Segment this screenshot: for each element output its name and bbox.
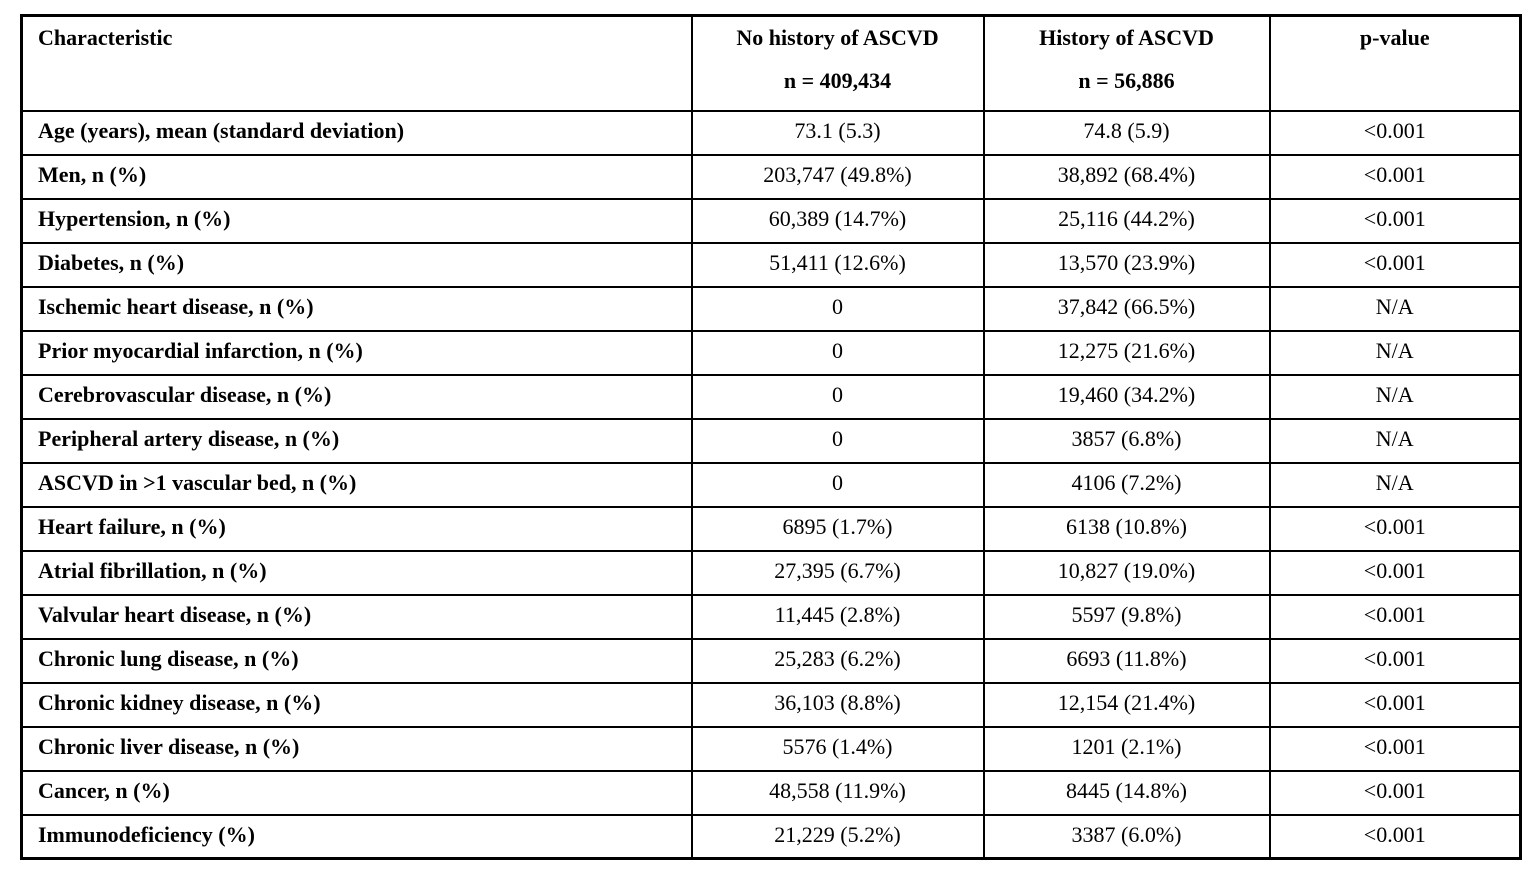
p-value-cell: <0.001 — [1268, 549, 1522, 596]
no-history-value-cell: 25,283 (6.2%) — [690, 637, 985, 684]
p-value-cell: <0.001 — [1268, 637, 1522, 684]
no-history-value-cell: 48,558 (11.9%) — [690, 769, 985, 816]
no-history-value-cell: 11,445 (2.8%) — [690, 593, 985, 640]
history-value-cell: 38,892 (68.4%) — [982, 153, 1271, 200]
table-row: Diabetes, n (%) 51,411 (12.6%) 13,570 (2… — [20, 241, 1522, 288]
p-value-cell: <0.001 — [1268, 241, 1522, 288]
p-value-cell: <0.001 — [1268, 769, 1522, 816]
column-header-label: p-value — [1359, 25, 1430, 50]
table-row: Age (years), mean (standard deviation) 7… — [20, 109, 1522, 156]
no-history-value-cell: 36,103 (8.8%) — [690, 681, 985, 728]
baseline-characteristics-table-container: Characteristic No history of ASCVD n = 4… — [20, 14, 1522, 860]
table-row: Chronic lung disease, n (%) 25,283 (6.2%… — [20, 637, 1522, 684]
baseline-characteristics-table: Characteristic No history of ASCVD n = 4… — [20, 14, 1522, 860]
table-row: Cancer, n (%) 48,558 (11.9%) 8445 (14.8%… — [20, 769, 1522, 816]
history-value-cell: 12,275 (21.6%) — [982, 329, 1271, 376]
p-value-cell: <0.001 — [1268, 153, 1522, 200]
characteristic-cell: Ischemic heart disease, n (%) — [20, 285, 693, 332]
table-row: Atrial fibrillation, n (%) 27,395 (6.7%)… — [20, 549, 1522, 596]
table-row: Cerebrovascular disease, n (%) 0 19,460 … — [20, 373, 1522, 420]
no-history-value-cell: 203,747 (49.8%) — [690, 153, 985, 200]
no-history-value-cell: 51,411 (12.6%) — [690, 241, 985, 288]
table-row: Valvular heart disease, n (%) 11,445 (2.… — [20, 593, 1522, 640]
table-row: Hypertension, n (%) 60,389 (14.7%) 25,11… — [20, 197, 1522, 244]
characteristic-cell: Cancer, n (%) — [20, 769, 693, 816]
no-history-value-cell: 5576 (1.4%) — [690, 725, 985, 772]
column-header-p-value: p-value — [1268, 14, 1522, 112]
p-value-cell: N/A — [1268, 417, 1522, 464]
p-value-cell: N/A — [1268, 285, 1522, 332]
characteristic-cell: Men, n (%) — [20, 153, 693, 200]
p-value-cell: <0.001 — [1268, 681, 1522, 728]
p-value-cell: N/A — [1268, 329, 1522, 376]
column-header-label: Characteristic — [38, 25, 173, 50]
history-value-cell: 3387 (6.0%) — [982, 813, 1271, 860]
column-header-label: No history of ASCVD — [736, 25, 939, 50]
characteristic-cell: Diabetes, n (%) — [20, 241, 693, 288]
column-header-label: History of ASCVD — [1039, 25, 1214, 50]
history-value-cell: 25,116 (44.2%) — [982, 197, 1271, 244]
p-value-cell: <0.001 — [1268, 725, 1522, 772]
p-value-cell: N/A — [1268, 461, 1522, 508]
no-history-value-cell: 21,229 (5.2%) — [690, 813, 985, 860]
history-value-cell: 13,570 (23.9%) — [982, 241, 1271, 288]
p-value-cell: <0.001 — [1268, 593, 1522, 640]
no-history-value-cell: 0 — [690, 285, 985, 332]
history-value-cell: 19,460 (34.2%) — [982, 373, 1271, 420]
column-header-no-history-ascvd: No history of ASCVD n = 409,434 — [690, 14, 985, 112]
p-value-cell: <0.001 — [1268, 813, 1522, 860]
characteristic-cell: Cerebrovascular disease, n (%) — [20, 373, 693, 420]
characteristic-cell: Prior myocardial infarction, n (%) — [20, 329, 693, 376]
table-row: Men, n (%) 203,747 (49.8%) 38,892 (68.4%… — [20, 153, 1522, 200]
characteristic-cell: Heart failure, n (%) — [20, 505, 693, 552]
characteristic-cell: Chronic lung disease, n (%) — [20, 637, 693, 684]
no-history-value-cell: 0 — [690, 329, 985, 376]
column-header-sample-size: n = 409,434 — [783, 68, 892, 93]
characteristic-cell: Chronic liver disease, n (%) — [20, 725, 693, 772]
p-value-cell: <0.001 — [1268, 109, 1522, 156]
characteristic-cell: Age (years), mean (standard deviation) — [20, 109, 693, 156]
table-header-row: Characteristic No history of ASCVD n = 4… — [20, 14, 1522, 112]
history-value-cell: 8445 (14.8%) — [982, 769, 1271, 816]
history-value-cell: 6693 (11.8%) — [982, 637, 1271, 684]
table-row: ASCVD in >1 vascular bed, n (%) 0 4106 (… — [20, 461, 1522, 508]
p-value-cell: <0.001 — [1268, 197, 1522, 244]
table-row: Immunodeficiency (%) 21,229 (5.2%) 3387 … — [20, 813, 1522, 860]
table-row: Peripheral artery disease, n (%) 0 3857 … — [20, 417, 1522, 464]
history-value-cell: 1201 (2.1%) — [982, 725, 1271, 772]
column-header-sample-size: n = 56,886 — [1078, 68, 1175, 93]
history-value-cell: 12,154 (21.4%) — [982, 681, 1271, 728]
characteristic-cell: ASCVD in >1 vascular bed, n (%) — [20, 461, 693, 508]
no-history-value-cell: 6895 (1.7%) — [690, 505, 985, 552]
no-history-value-cell: 60,389 (14.7%) — [690, 197, 985, 244]
p-value-cell: <0.001 — [1268, 505, 1522, 552]
no-history-value-cell: 27,395 (6.7%) — [690, 549, 985, 596]
table-row: Chronic kidney disease, n (%) 36,103 (8.… — [20, 681, 1522, 728]
history-value-cell: 6138 (10.8%) — [982, 505, 1271, 552]
table-row: Heart failure, n (%) 6895 (1.7%) 6138 (1… — [20, 505, 1522, 552]
characteristic-cell: Peripheral artery disease, n (%) — [20, 417, 693, 464]
no-history-value-cell: 0 — [690, 417, 985, 464]
table-row: Prior myocardial infarction, n (%) 0 12,… — [20, 329, 1522, 376]
history-value-cell: 5597 (9.8%) — [982, 593, 1271, 640]
table-body: Age (years), mean (standard deviation) 7… — [20, 109, 1522, 860]
history-value-cell: 37,842 (66.5%) — [982, 285, 1271, 332]
p-value-cell: N/A — [1268, 373, 1522, 420]
column-header-characteristic: Characteristic — [20, 14, 693, 112]
history-value-cell: 4106 (7.2%) — [982, 461, 1271, 508]
no-history-value-cell: 73.1 (5.3) — [690, 109, 985, 156]
characteristic-cell: Hypertension, n (%) — [20, 197, 693, 244]
no-history-value-cell: 0 — [690, 373, 985, 420]
column-header-history-ascvd: History of ASCVD n = 56,886 — [982, 14, 1271, 112]
characteristic-cell: Valvular heart disease, n (%) — [20, 593, 693, 640]
history-value-cell: 74.8 (5.9) — [982, 109, 1271, 156]
history-value-cell: 3857 (6.8%) — [982, 417, 1271, 464]
characteristic-cell: Atrial fibrillation, n (%) — [20, 549, 693, 596]
table-row: Chronic liver disease, n (%) 5576 (1.4%)… — [20, 725, 1522, 772]
history-value-cell: 10,827 (19.0%) — [982, 549, 1271, 596]
no-history-value-cell: 0 — [690, 461, 985, 508]
characteristic-cell: Chronic kidney disease, n (%) — [20, 681, 693, 728]
table-row: Ischemic heart disease, n (%) 0 37,842 (… — [20, 285, 1522, 332]
characteristic-cell: Immunodeficiency (%) — [20, 813, 693, 860]
